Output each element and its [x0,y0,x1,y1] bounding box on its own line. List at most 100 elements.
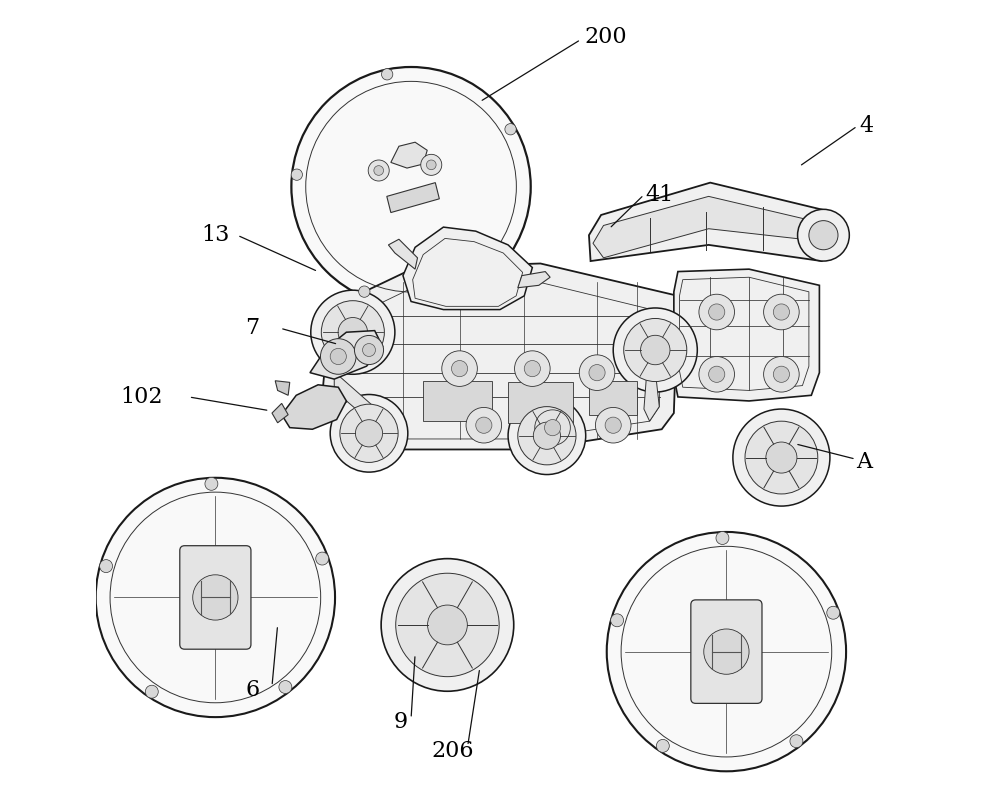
Circle shape [613,308,697,392]
Circle shape [110,492,321,703]
Text: 9: 9 [393,711,407,733]
Circle shape [709,304,725,320]
Polygon shape [272,403,288,423]
Circle shape [279,680,292,693]
Circle shape [374,166,384,175]
Circle shape [355,420,383,447]
Circle shape [316,552,329,565]
Circle shape [451,360,468,377]
Polygon shape [423,381,492,421]
Polygon shape [388,239,418,269]
Circle shape [321,301,384,364]
Text: 7: 7 [245,318,259,339]
Polygon shape [322,263,678,450]
Ellipse shape [814,211,837,260]
Circle shape [354,335,384,364]
Polygon shape [310,330,383,379]
Circle shape [533,422,560,450]
Circle shape [311,290,395,374]
Circle shape [809,220,838,249]
Circle shape [827,606,840,619]
Polygon shape [518,271,550,288]
Circle shape [340,404,398,463]
Circle shape [368,160,389,181]
Circle shape [426,160,436,169]
Circle shape [699,294,734,330]
Circle shape [607,532,846,771]
Text: 6: 6 [245,679,259,701]
Circle shape [656,740,669,752]
Circle shape [524,360,540,377]
Circle shape [624,318,687,382]
Polygon shape [674,269,819,401]
Circle shape [764,356,799,392]
Circle shape [515,351,550,386]
Circle shape [491,258,502,269]
Circle shape [145,685,158,698]
Circle shape [798,209,849,261]
Circle shape [764,294,799,330]
Circle shape [291,67,531,306]
Polygon shape [589,182,830,261]
Circle shape [605,417,621,433]
Polygon shape [275,381,290,395]
Circle shape [96,478,335,717]
Text: 206: 206 [431,740,474,762]
Circle shape [330,394,408,472]
Circle shape [508,397,586,475]
Circle shape [766,442,797,473]
Circle shape [100,560,113,573]
Circle shape [205,477,218,490]
Polygon shape [403,227,532,309]
Polygon shape [508,382,573,423]
Circle shape [476,417,492,433]
Circle shape [621,546,832,757]
Circle shape [535,410,570,446]
Text: 200: 200 [585,26,628,48]
Circle shape [589,364,605,381]
Circle shape [709,366,725,382]
Polygon shape [282,385,346,429]
Circle shape [716,531,729,544]
Circle shape [466,407,502,443]
Circle shape [611,614,624,627]
Circle shape [320,339,356,374]
FancyBboxPatch shape [180,546,251,649]
Circle shape [733,409,830,506]
Circle shape [330,348,346,364]
Circle shape [381,559,514,691]
Circle shape [595,407,631,443]
Text: 102: 102 [120,386,162,408]
Text: 41: 41 [646,184,674,206]
Circle shape [505,124,516,135]
Circle shape [773,304,789,320]
Polygon shape [589,381,637,415]
Text: 13: 13 [201,224,229,246]
Circle shape [704,629,749,674]
Polygon shape [391,143,427,168]
Circle shape [544,420,561,436]
Polygon shape [387,182,439,212]
Polygon shape [644,356,659,421]
Circle shape [641,335,670,364]
Circle shape [359,286,370,297]
Circle shape [338,318,368,347]
Circle shape [518,407,576,465]
FancyBboxPatch shape [691,600,762,703]
Circle shape [579,355,615,390]
Circle shape [421,155,442,175]
Circle shape [363,343,375,356]
Circle shape [790,735,803,748]
Circle shape [773,366,789,382]
Circle shape [699,356,734,392]
Text: A: A [856,450,872,472]
Circle shape [396,573,499,676]
Circle shape [428,605,467,645]
Text: 4: 4 [860,115,874,137]
Circle shape [442,351,477,386]
Circle shape [382,69,393,80]
Circle shape [745,421,818,494]
Polygon shape [334,356,395,439]
Polygon shape [593,196,817,258]
Circle shape [291,169,302,181]
